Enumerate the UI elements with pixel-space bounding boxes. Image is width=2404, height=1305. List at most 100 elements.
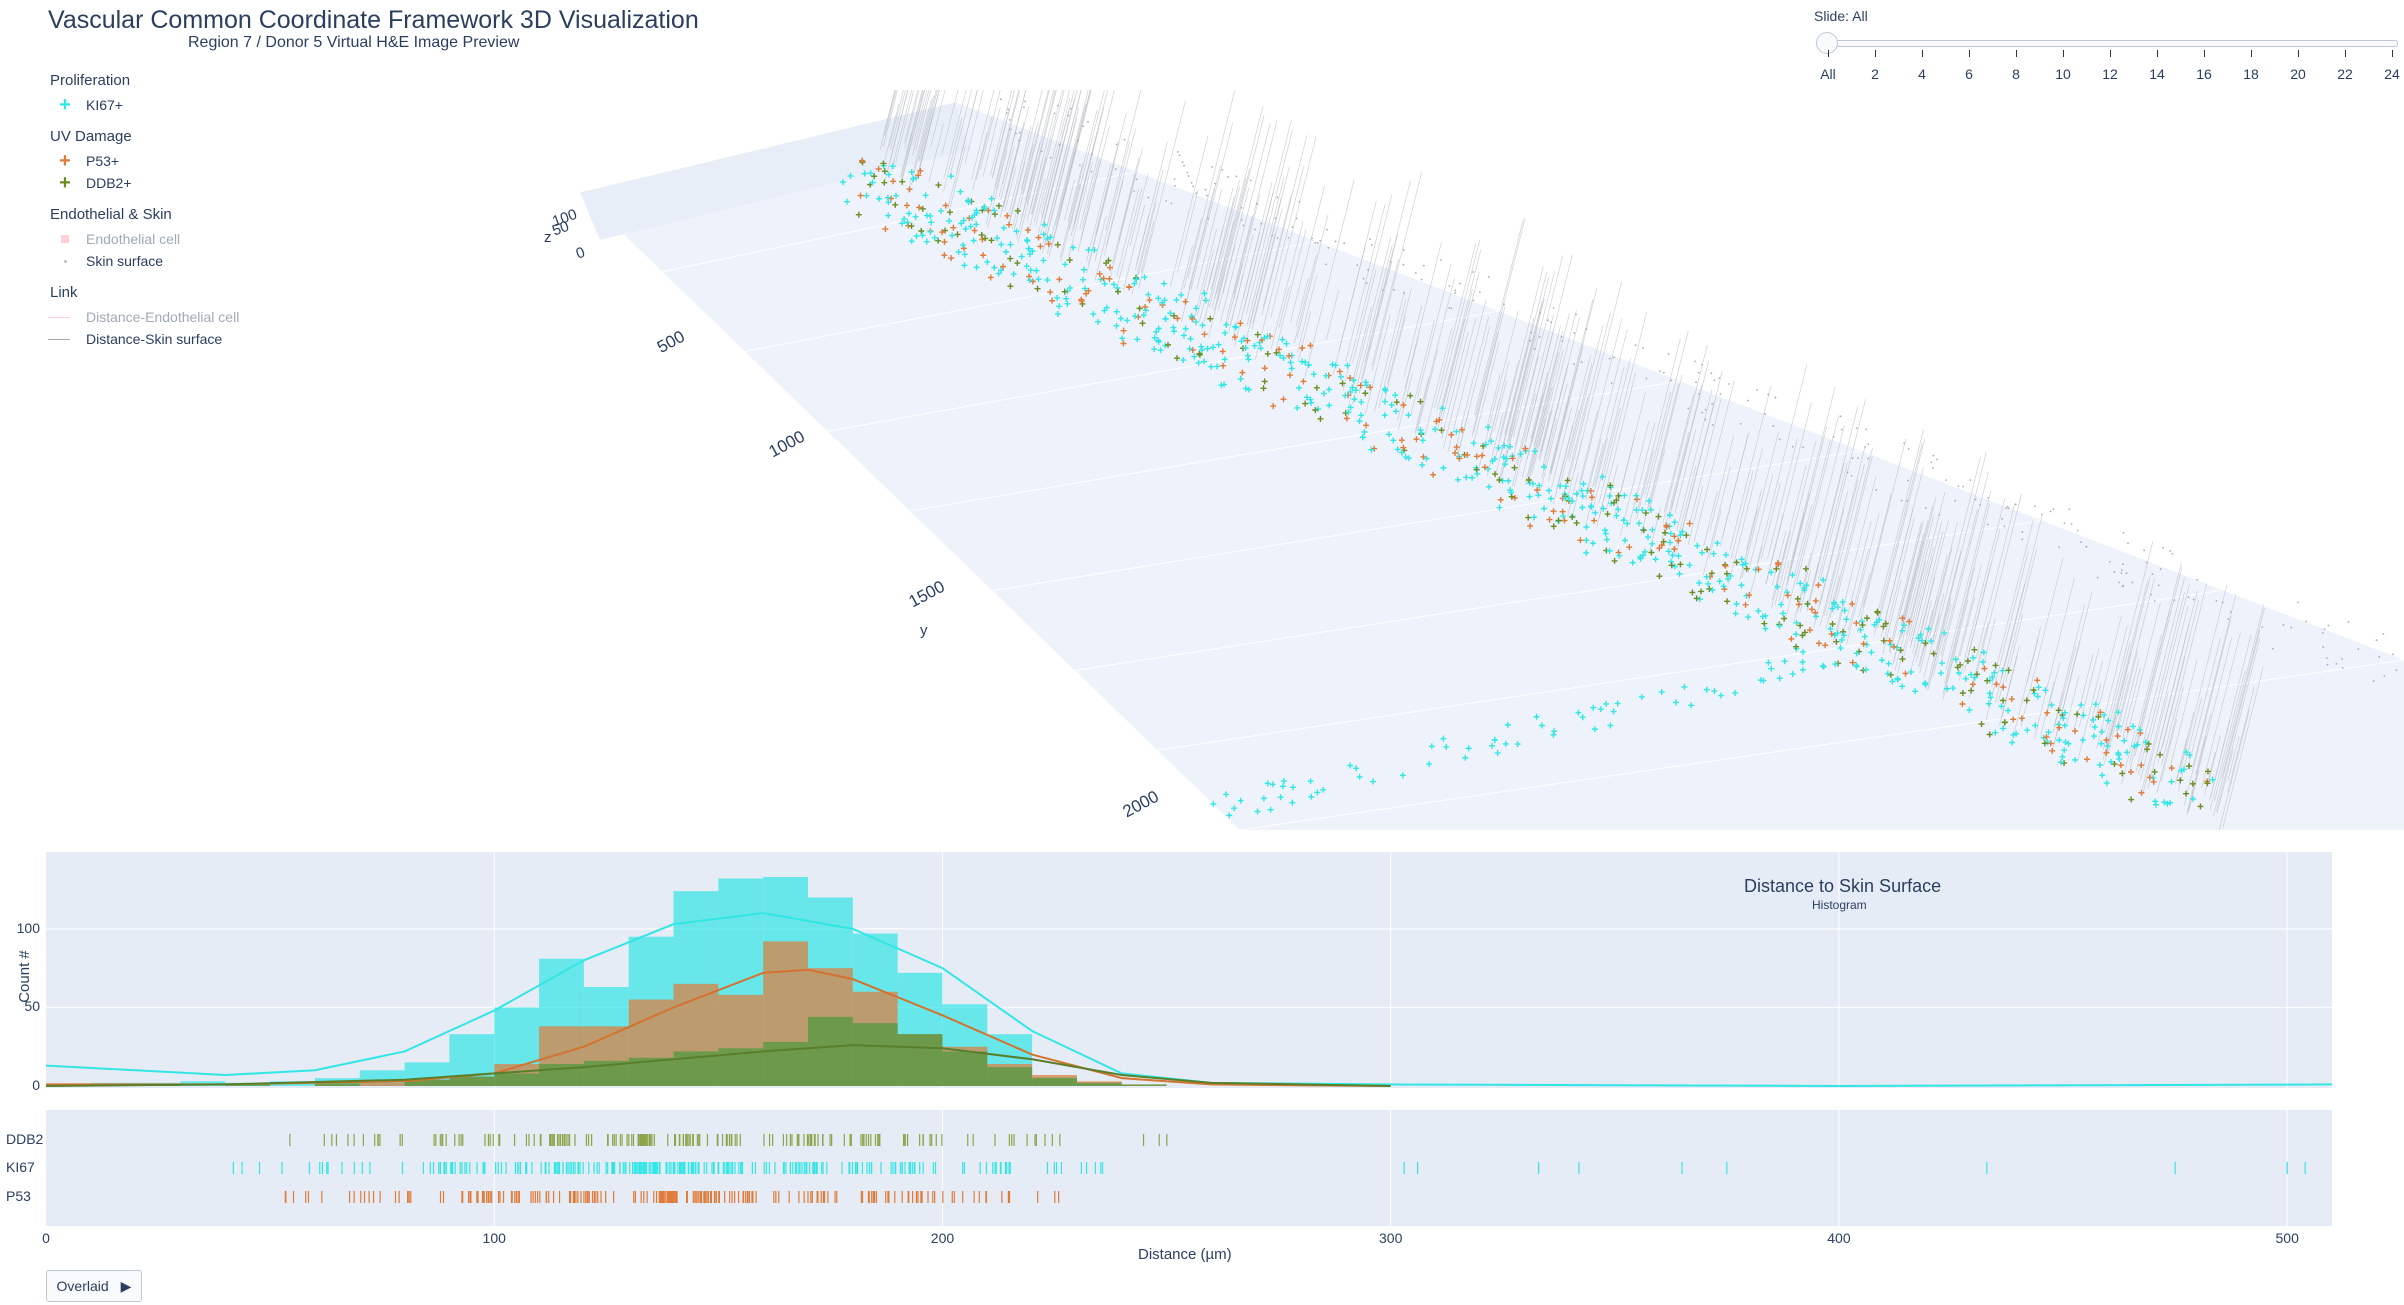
cross-marker-icon: + — [59, 172, 71, 194]
slider-tick-label[interactable]: 8 — [2012, 66, 2020, 82]
slider-tick-label[interactable]: 24 — [2384, 66, 2400, 82]
overlay-mode-button[interactable]: Overlaid ▶ — [46, 1270, 142, 1302]
play-arrow-icon: ▶ — [120, 1277, 132, 1294]
page-title: Vascular Common Coordinate Framework 3D … — [48, 6, 699, 34]
kde-curve-ddb2 — [46, 1044, 1391, 1087]
slider-handle[interactable] — [1816, 32, 1838, 54]
legend-item[interactable]: Distance-Endothelial cell — [48, 306, 310, 328]
slider-tick-mark — [2157, 50, 2158, 57]
slider-tick-mark — [2251, 50, 2252, 57]
scene-grid-line — [1157, 589, 2223, 751]
legend-group-title: Link — [50, 284, 78, 301]
histogram-x-tick: 200 — [930, 1230, 955, 1246]
histogram-x-tick: 400 — [1827, 1230, 1851, 1246]
histogram-bar[interactable] — [942, 1051, 988, 1086]
legend-item[interactable]: Distance-Skin surface — [48, 328, 310, 350]
scene-grid-line — [662, 171, 1137, 273]
legend-item[interactable]: Skin surface — [50, 250, 310, 272]
histogram-bar[interactable] — [897, 1034, 943, 1086]
scene-grid-line — [992, 450, 1861, 592]
slider-tick-label[interactable]: 6 — [1965, 66, 1973, 82]
histogram-bar[interactable] — [225, 1084, 271, 1086]
kde-curve-ki67 — [46, 912, 2332, 1088]
scene-grid-line — [827, 310, 1499, 432]
rug-row-label: P53 — [6, 1188, 31, 1204]
rug-chart[interactable] — [46, 1110, 2332, 1226]
histogram-bar[interactable] — [314, 1082, 360, 1086]
rug-panel[interactable] — [46, 1110, 2332, 1226]
slider-tick-label[interactable]: 20 — [2290, 66, 2306, 82]
histogram-x-tick: 500 — [2275, 1230, 2299, 1246]
histogram-y-tick: 100 — [16, 919, 40, 936]
legend-item[interactable]: + KI67+ — [50, 94, 310, 116]
cross-marker-icon: + — [59, 150, 71, 172]
line-marker-icon — [48, 306, 70, 328]
z-tick-label: 0 — [574, 244, 588, 263]
legend-item[interactable]: + P53+ — [50, 150, 310, 172]
legend-item[interactable]: + DDB2+ — [50, 172, 310, 194]
y-tick-label: 1500 — [906, 577, 948, 612]
scene-floor-plane — [580, 102, 2404, 830]
histogram-bar[interactable] — [808, 1016, 853, 1086]
legend-group: Proliferation + KI67+ — [50, 72, 310, 116]
scene-grid-line — [579, 101, 956, 193]
slider-tick-label[interactable]: 16 — [2196, 66, 2212, 82]
cell-markers — [839, 157, 2216, 819]
histogram-chart[interactable] — [46, 852, 2332, 1088]
slider-tick-label[interactable]: 14 — [2149, 66, 2165, 82]
histogram-bar[interactable] — [1032, 1078, 1077, 1086]
dot-marker-icon — [54, 250, 76, 272]
slider-tick-mark — [2392, 50, 2393, 57]
overlay-button-label: Overlaid — [56, 1278, 109, 1294]
histogram-bar[interactable] — [1076, 1082, 1122, 1086]
rug-row-label: DDB2 — [6, 1131, 44, 1147]
legend-group-title: Endothelial & Skin — [50, 206, 172, 223]
slider-tick-label[interactable]: 10 — [2055, 66, 2071, 82]
slider-tick-label[interactable]: 12 — [2102, 66, 2118, 82]
legend-item-label: Distance-Skin surface — [86, 331, 223, 347]
slider-rail[interactable] — [1828, 40, 2398, 47]
histogram-title: Distance to Skin Surface — [1744, 876, 1942, 896]
slider-tick-mark — [2016, 50, 2017, 57]
histogram-bar[interactable] — [404, 1079, 450, 1086]
histogram-x-tick: 100 — [482, 1230, 506, 1246]
x-axis-label: Distance (µm) — [1138, 1246, 1232, 1263]
slider-label: Slide: All — [1814, 8, 1868, 24]
histogram-panel[interactable] — [46, 852, 2332, 1088]
slider-tick-mark — [1828, 50, 1829, 57]
y-axis-label: Count # — [15, 950, 33, 1003]
cross-marker-icon: + — [59, 94, 71, 116]
slider-tick-label[interactable]: 2 — [1871, 66, 1879, 82]
legend-item-label: DDB2+ — [86, 175, 132, 191]
legend: Proliferation + KI67+ UV Damage + P53+ + DDB2+ E… — [48, 72, 310, 362]
histogram-bar[interactable] — [494, 1073, 540, 1086]
histogram-bar[interactable] — [987, 1067, 1033, 1086]
legend-item-label: KI67+ — [86, 97, 123, 113]
y-tick-label: 1000 — [766, 427, 808, 462]
slider-tick-mark — [2204, 50, 2205, 57]
legend-item-label: P53+ — [86, 153, 120, 169]
slider-tick-label[interactable]: 18 — [2243, 66, 2259, 82]
slide-slider[interactable]: Slide: All All 2 4 6 8 10 12 14 16 18 20 22 24 — [1810, 8, 2400, 88]
legend-item-label: Distance-Endothelial cell — [86, 309, 240, 325]
y-axis-label: y — [920, 622, 928, 639]
histogram-bar[interactable] — [1121, 1084, 1167, 1086]
slider-tick-mark — [2110, 50, 2111, 57]
scene-grid-line — [909, 380, 1680, 512]
histogram-x-tick: 0 — [42, 1230, 50, 1246]
histogram-bar[interactable] — [359, 1082, 405, 1086]
scene-grid-line — [744, 241, 1318, 352]
histogram-bar[interactable] — [449, 1076, 495, 1086]
histogram-y-tick: 50 — [24, 998, 40, 1015]
slider-tick-label[interactable]: 4 — [1918, 66, 1926, 82]
legend-item[interactable]: Endothelial cell — [50, 228, 310, 250]
slider-tick-mark — [1922, 50, 1923, 57]
rug-series-ddb2 — [289, 1134, 1168, 1146]
histogram-bar[interactable] — [852, 1023, 898, 1086]
slider-tick-label[interactable]: All — [1820, 66, 1836, 82]
legend-item-label: Endothelial cell — [86, 231, 181, 247]
slider-tick-label[interactable]: 22 — [2337, 66, 2353, 82]
rug-series-ki67 — [232, 1162, 2306, 1174]
histogram-subtitle: Histogram — [1812, 898, 1867, 912]
